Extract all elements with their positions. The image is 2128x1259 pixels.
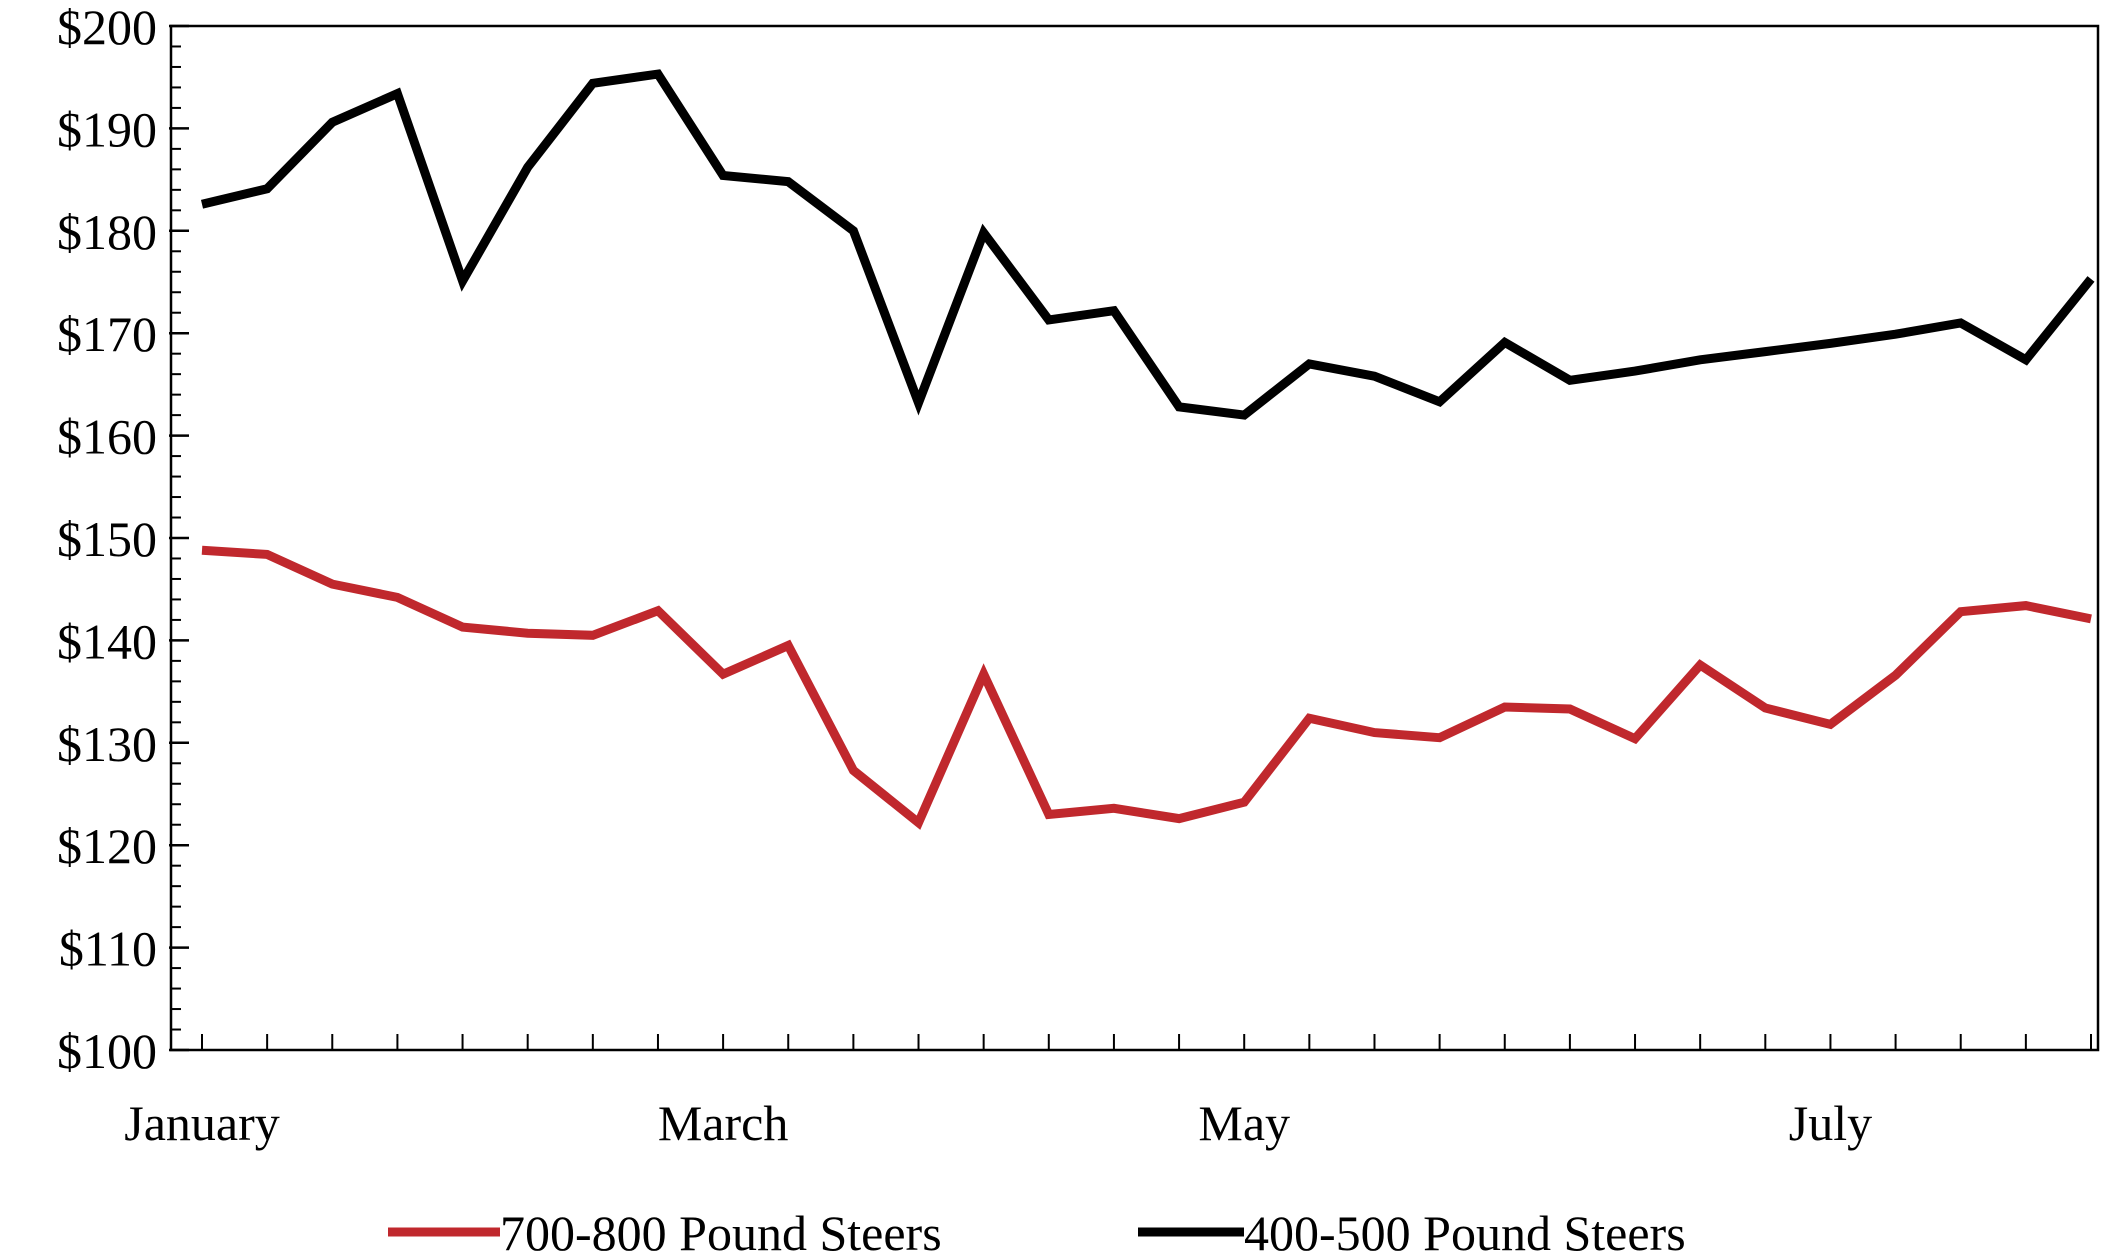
y-tick-label: $100	[57, 1023, 157, 1079]
y-tick-label: $130	[57, 716, 157, 772]
series-line-1	[202, 550, 2091, 822]
x-month-label: March	[658, 1095, 789, 1151]
y-tick-label: $200	[57, 0, 157, 55]
y-tick-label: $110	[59, 921, 157, 977]
x-month-label: July	[1789, 1095, 1872, 1151]
legend-label: 700-800 Pound Steers	[500, 1205, 942, 1254]
legend-label: 400-500 Pound Steers	[1244, 1205, 1686, 1254]
x-month-label: May	[1198, 1095, 1290, 1151]
y-tick-label: $160	[57, 409, 157, 465]
y-tick-label: $170	[57, 306, 157, 362]
y-tick-label: $150	[57, 511, 157, 567]
y-tick-label: $120	[57, 818, 157, 874]
x-month-label: January	[124, 1095, 280, 1151]
y-tick-label: $180	[57, 204, 157, 260]
series-lines	[202, 74, 2091, 823]
plot-area-frame	[171, 26, 2098, 1050]
axes: $100 $110 $120 $130 $140 $150 $160 $170 $180 $190…	[57, 0, 2098, 1151]
y-tick-label: $190	[57, 101, 157, 157]
y-tick-label: $140	[57, 613, 157, 669]
legend: 700-800 Pound Steers 400-500 Pound Steers	[388, 1205, 1686, 1254]
series-line-2	[202, 74, 2091, 415]
